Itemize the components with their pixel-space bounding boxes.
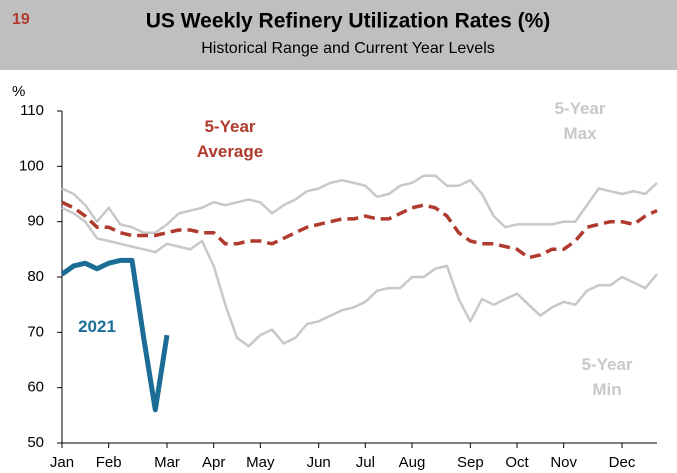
line-series [60,257,170,413]
x-tick-label: Jul [356,454,375,471]
y-tick-label: 100 [19,157,44,174]
y-tick-label: 70 [27,323,44,340]
annotation-line: Min [592,380,621,399]
line-series [61,200,658,260]
annotation: 2021 [78,317,116,336]
annotation-line: 5-Year [554,99,605,118]
annotation-line: Average [197,142,263,161]
annotation: 5-Year Average [197,117,263,161]
x-tick-label: Jan [50,454,74,471]
x-tick-label: Dec [609,454,636,471]
annotation-line: 5-Year [204,117,255,136]
y-axis-label: % [12,83,25,100]
annotation: 5-Year Max [554,99,605,143]
x-tick-label: Apr [202,454,225,471]
figure-number: 19 [12,11,30,28]
x-tick-label: Oct [505,454,529,471]
header-band [0,0,677,70]
line-series [61,206,658,348]
y-tick-label: 80 [27,268,44,285]
x-tick-label: Mar [154,454,180,471]
x-tick-label: Nov [550,454,577,471]
chart-subtitle: Historical Range and Current Year Levels [201,40,495,57]
annotation-line: Max [563,124,597,143]
x-tick-label: Feb [96,454,122,471]
y-tick-label: 110 [20,102,44,119]
y-tick-label: 50 [27,434,44,451]
y-tick-label: 60 [27,379,44,396]
line-series [61,174,658,234]
annotation-line: 2021 [78,317,116,336]
annotation: 5-Year Min [581,355,632,399]
chart-title: US Weekly Refinery Utilization Rates (%) [146,10,551,33]
annotation-line: 5-Year [581,355,632,374]
x-tick-label: Aug [399,454,426,471]
y-tick-label: 90 [27,213,44,230]
x-tick-label: May [246,454,275,471]
x-tick-label: Jun [307,454,331,471]
x-tick-label: Sep [457,454,484,471]
